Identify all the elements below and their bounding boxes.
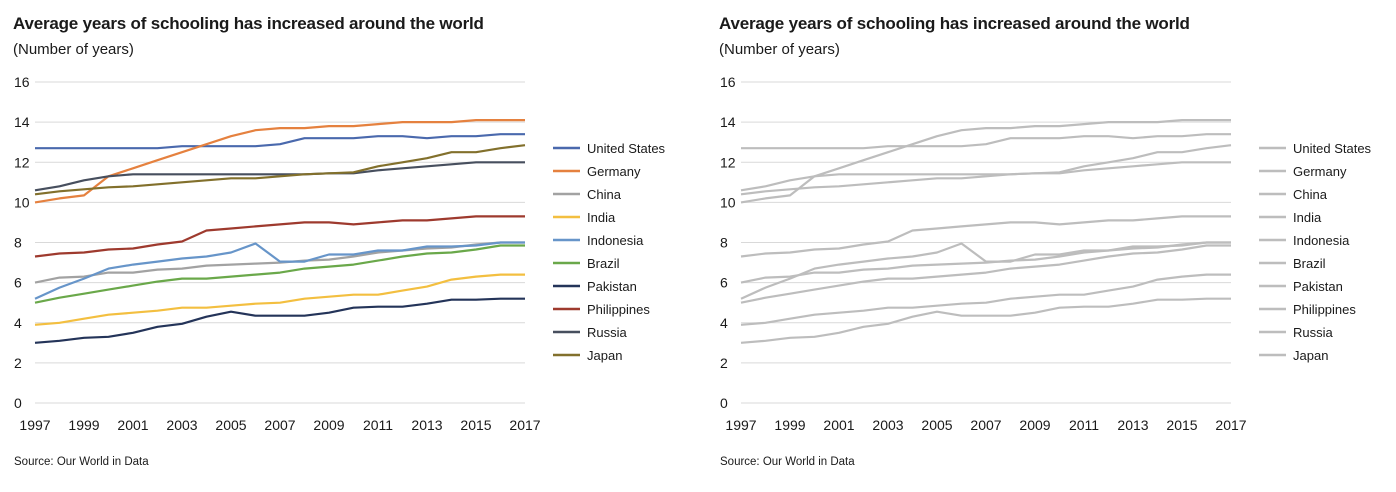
y-tick-label: 4 <box>720 315 728 331</box>
legend-label: Indonesia <box>587 233 644 248</box>
chart-subtitle: (Number of years) <box>719 41 840 58</box>
line-chart-gray: 0 2 4 6 8 10 12 14 16 1997 1999 2001 2003 2005 2007 200… <box>720 74 1372 433</box>
x-tick-label: 2009 <box>1019 417 1050 433</box>
x-tick-label: 2011 <box>363 417 393 433</box>
line-chart-colored: 0 2 4 6 8 10 12 14 16 1997 1999 2001 2003 2005 2007 200… <box>14 74 666 433</box>
x-tick-label: 1997 <box>725 417 756 433</box>
series-line-philippines <box>34 215 525 258</box>
legend-label: China <box>1293 187 1328 202</box>
y-tick-label: 16 <box>720 74 736 90</box>
x-tick-label: 2009 <box>313 417 344 433</box>
legend-label: Brazil <box>587 256 620 271</box>
series-line-pakistan <box>34 297 525 344</box>
x-tick-label: 2011 <box>1069 417 1099 433</box>
series-line-pakistan <box>740 297 1231 344</box>
y-tick-label: 10 <box>720 194 736 210</box>
y-tick-label: 2 <box>14 355 22 371</box>
x-tick-label: 2017 <box>509 417 540 433</box>
y-tick-label: 12 <box>14 154 30 170</box>
series-line-united-states <box>741 133 1231 150</box>
y-tick-label: 6 <box>720 275 728 291</box>
series-line-japan <box>740 144 1232 196</box>
legend-label: Russia <box>587 325 628 340</box>
series-line-indonesia <box>740 241 1231 300</box>
y-tick-label: 0 <box>14 395 22 411</box>
x-tick-label: 2007 <box>970 417 1001 433</box>
chart-source: Source: Our World in Data <box>14 456 149 468</box>
y-tick-label: 14 <box>14 114 30 130</box>
x-tick-label: 2001 <box>117 417 148 433</box>
x-tick-label: 2005 <box>921 417 952 433</box>
series-line-brazil <box>34 244 525 304</box>
x-tick-label: 2015 <box>1166 417 1197 433</box>
legend-label: United States <box>1293 141 1372 156</box>
y-tick-label: 8 <box>14 235 22 251</box>
y-tick-label: 10 <box>14 194 30 210</box>
chart-title: Average years of schooling has increased… <box>719 14 1190 33</box>
series-line-indonesia <box>34 241 525 300</box>
x-tick-label: 2015 <box>460 417 491 433</box>
chart-subtitle: (Number of years) <box>13 41 134 58</box>
series-line-philippines <box>740 215 1231 258</box>
legend-label: India <box>1293 210 1322 225</box>
chart-source: Source: Our World in Data <box>720 456 855 468</box>
legend-label: Philippines <box>1293 302 1356 317</box>
legend-label: Indonesia <box>1293 233 1350 248</box>
chart-panel-gray: Average years of schooling has increased… <box>706 0 1396 492</box>
x-tick-label: 2013 <box>411 417 442 433</box>
legend-label: India <box>587 210 616 225</box>
x-tick-label: 1999 <box>774 417 805 433</box>
legend-label: Russia <box>1293 325 1334 340</box>
legend-label: Japan <box>587 348 622 363</box>
x-tick-label: 2003 <box>166 417 197 433</box>
y-tick-label: 4 <box>14 315 22 331</box>
series-line-germany <box>740 118 1231 204</box>
legend-label: United States <box>587 141 666 156</box>
chart-panel-colored: Average years of schooling has increased… <box>13 14 666 468</box>
series-line-germany <box>34 118 525 204</box>
x-tick-label: 2005 <box>215 417 246 433</box>
x-tick-label: 2013 <box>1117 417 1148 433</box>
legend-label: Brazil <box>1293 256 1326 271</box>
y-tick-label: 16 <box>14 74 30 90</box>
x-tick-label: 2007 <box>264 417 295 433</box>
legend-label: Germany <box>1293 164 1347 179</box>
y-tick-label: 2 <box>720 355 728 371</box>
series-line-brazil <box>740 244 1231 304</box>
y-tick-label: 14 <box>720 114 736 130</box>
series-line-japan <box>34 144 526 196</box>
series-line-india <box>740 273 1231 326</box>
legend-label: Germany <box>587 164 641 179</box>
y-tick-label: 12 <box>720 154 736 170</box>
chart-title: Average years of schooling has increased… <box>13 14 484 33</box>
legend-label: China <box>587 187 622 202</box>
series-line-united-states <box>35 133 525 150</box>
x-tick-label: 2003 <box>872 417 903 433</box>
x-tick-label: 2001 <box>823 417 854 433</box>
x-tick-label: 2017 <box>1215 417 1246 433</box>
y-tick-label: 0 <box>720 395 728 411</box>
legend-label: Japan <box>1293 348 1328 363</box>
legend-label: Pakistan <box>587 279 637 294</box>
series-line-russia <box>740 161 1231 192</box>
legend-label: Philippines <box>587 302 650 317</box>
y-tick-label: 8 <box>720 235 728 251</box>
series-line-russia <box>34 161 525 192</box>
x-tick-label: 1997 <box>19 417 50 433</box>
y-tick-label: 6 <box>14 275 22 291</box>
x-tick-label: 1999 <box>68 417 99 433</box>
series-line-india <box>34 273 525 326</box>
legend-label: Pakistan <box>1293 279 1343 294</box>
